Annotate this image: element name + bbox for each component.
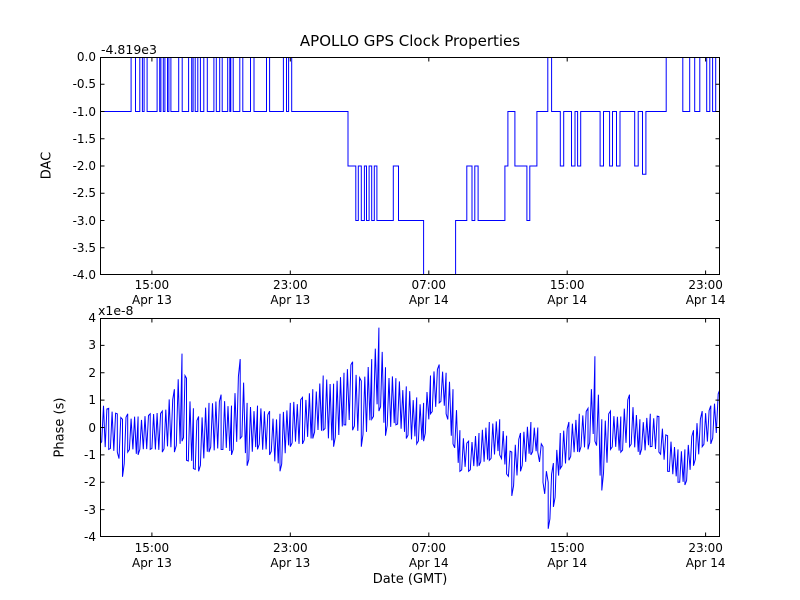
phase-axis-multiplier-label: x1e-8 — [98, 303, 134, 318]
tick-time-text: 07:00 — [411, 541, 447, 555]
phase-x-tick-label: 23:00 Apr 14 — [664, 541, 748, 571]
tick-date-text: Apr 13 — [131, 293, 172, 307]
phase-y-tick-label: 1 — [88, 393, 96, 408]
tick-time-text: 23:00 — [688, 541, 723, 555]
phase-y-tick-label: 3 — [88, 338, 96, 353]
tick-time-text: 23:00 — [273, 541, 308, 555]
tick-time-text: 23:00 — [688, 278, 723, 292]
tick-time-text: 15:00 — [134, 278, 170, 292]
tick-time-text: 07:00 — [411, 278, 447, 292]
dac-x-tick-label: 07:00 Apr 14 — [387, 278, 471, 308]
phase-tick-marks — [100, 318, 720, 537]
dac-tick-marks — [100, 57, 720, 275]
dac-y-tick-label: -3.5 — [72, 240, 96, 255]
tick-time-text: 15:00 — [549, 541, 585, 555]
tick-date-text: Apr 14 — [408, 556, 449, 570]
dac-axes-frame — [100, 57, 720, 275]
phase-y-tick-label: -3 — [84, 502, 96, 517]
dac-axis-offset-label: -4.819e3 — [101, 42, 157, 57]
dac-y-tick-label: -2.5 — [72, 186, 96, 201]
chart-title: APOLLO GPS Clock Properties — [299, 32, 521, 50]
dac-y-tick-label: -1.0 — [72, 104, 96, 119]
tick-date-text: Apr 14 — [685, 293, 726, 307]
phase-y-tick-label: 0 — [88, 420, 96, 435]
dac-y-tick-label: -0.5 — [72, 77, 96, 92]
dac-y-tick-label: -4.0 — [72, 268, 96, 282]
phase-x-tick-label: 15:00 Apr 14 — [525, 541, 609, 571]
phase-y-tick-label: -2 — [84, 475, 96, 490]
tick-time-text: 15:00 — [549, 278, 585, 292]
dac-y-tick-label: -1.5 — [72, 131, 96, 146]
tick-date-text: Apr 13 — [131, 556, 172, 570]
tick-date-text: Apr 13 — [270, 293, 311, 307]
tick-time-text: 15:00 — [134, 541, 170, 555]
phase-y-tick-label: -1 — [84, 447, 96, 462]
tick-date-text: Apr 14 — [408, 293, 449, 307]
dac-y-tick-label: 0.0 — [76, 50, 96, 64]
dac-y-tick-label: -3.0 — [72, 213, 96, 228]
phase-x-tick-label: 23:00 Apr 13 — [248, 541, 332, 571]
dac-x-tick-label: 15:00 Apr 14 — [525, 278, 609, 308]
x-axis-label: Date (GMT) — [372, 572, 448, 587]
phase-y-tick-label: 4 — [88, 311, 96, 325]
phase-x-tick-label: 07:00 Apr 14 — [387, 541, 471, 571]
dac-x-tick-label: 23:00 Apr 14 — [664, 278, 748, 308]
dac-x-tick-label: 15:00 Apr 13 — [110, 278, 194, 308]
phase-plot-svg — [100, 318, 720, 537]
tick-date-text: Apr 13 — [270, 556, 311, 570]
dac-y-tick-label: -2.0 — [72, 159, 96, 173]
tick-time-text: 23:00 — [273, 278, 308, 292]
phase-y-tick-label: 2 — [88, 365, 96, 380]
phase-data-line — [100, 327, 720, 529]
dac-data-line — [100, 57, 720, 275]
dac-plot-svg — [100, 57, 720, 275]
phase-y-tick-label: -4 — [84, 530, 96, 544]
dac-x-tick-label: 23:00 Apr 13 — [248, 278, 332, 308]
tick-date-text: Apr 14 — [547, 556, 588, 570]
tick-date-text: Apr 14 — [547, 293, 588, 307]
tick-date-text: Apr 14 — [685, 556, 726, 570]
phase-x-tick-label: 15:00 Apr 13 — [110, 541, 194, 571]
phase-axes-frame — [100, 318, 720, 537]
